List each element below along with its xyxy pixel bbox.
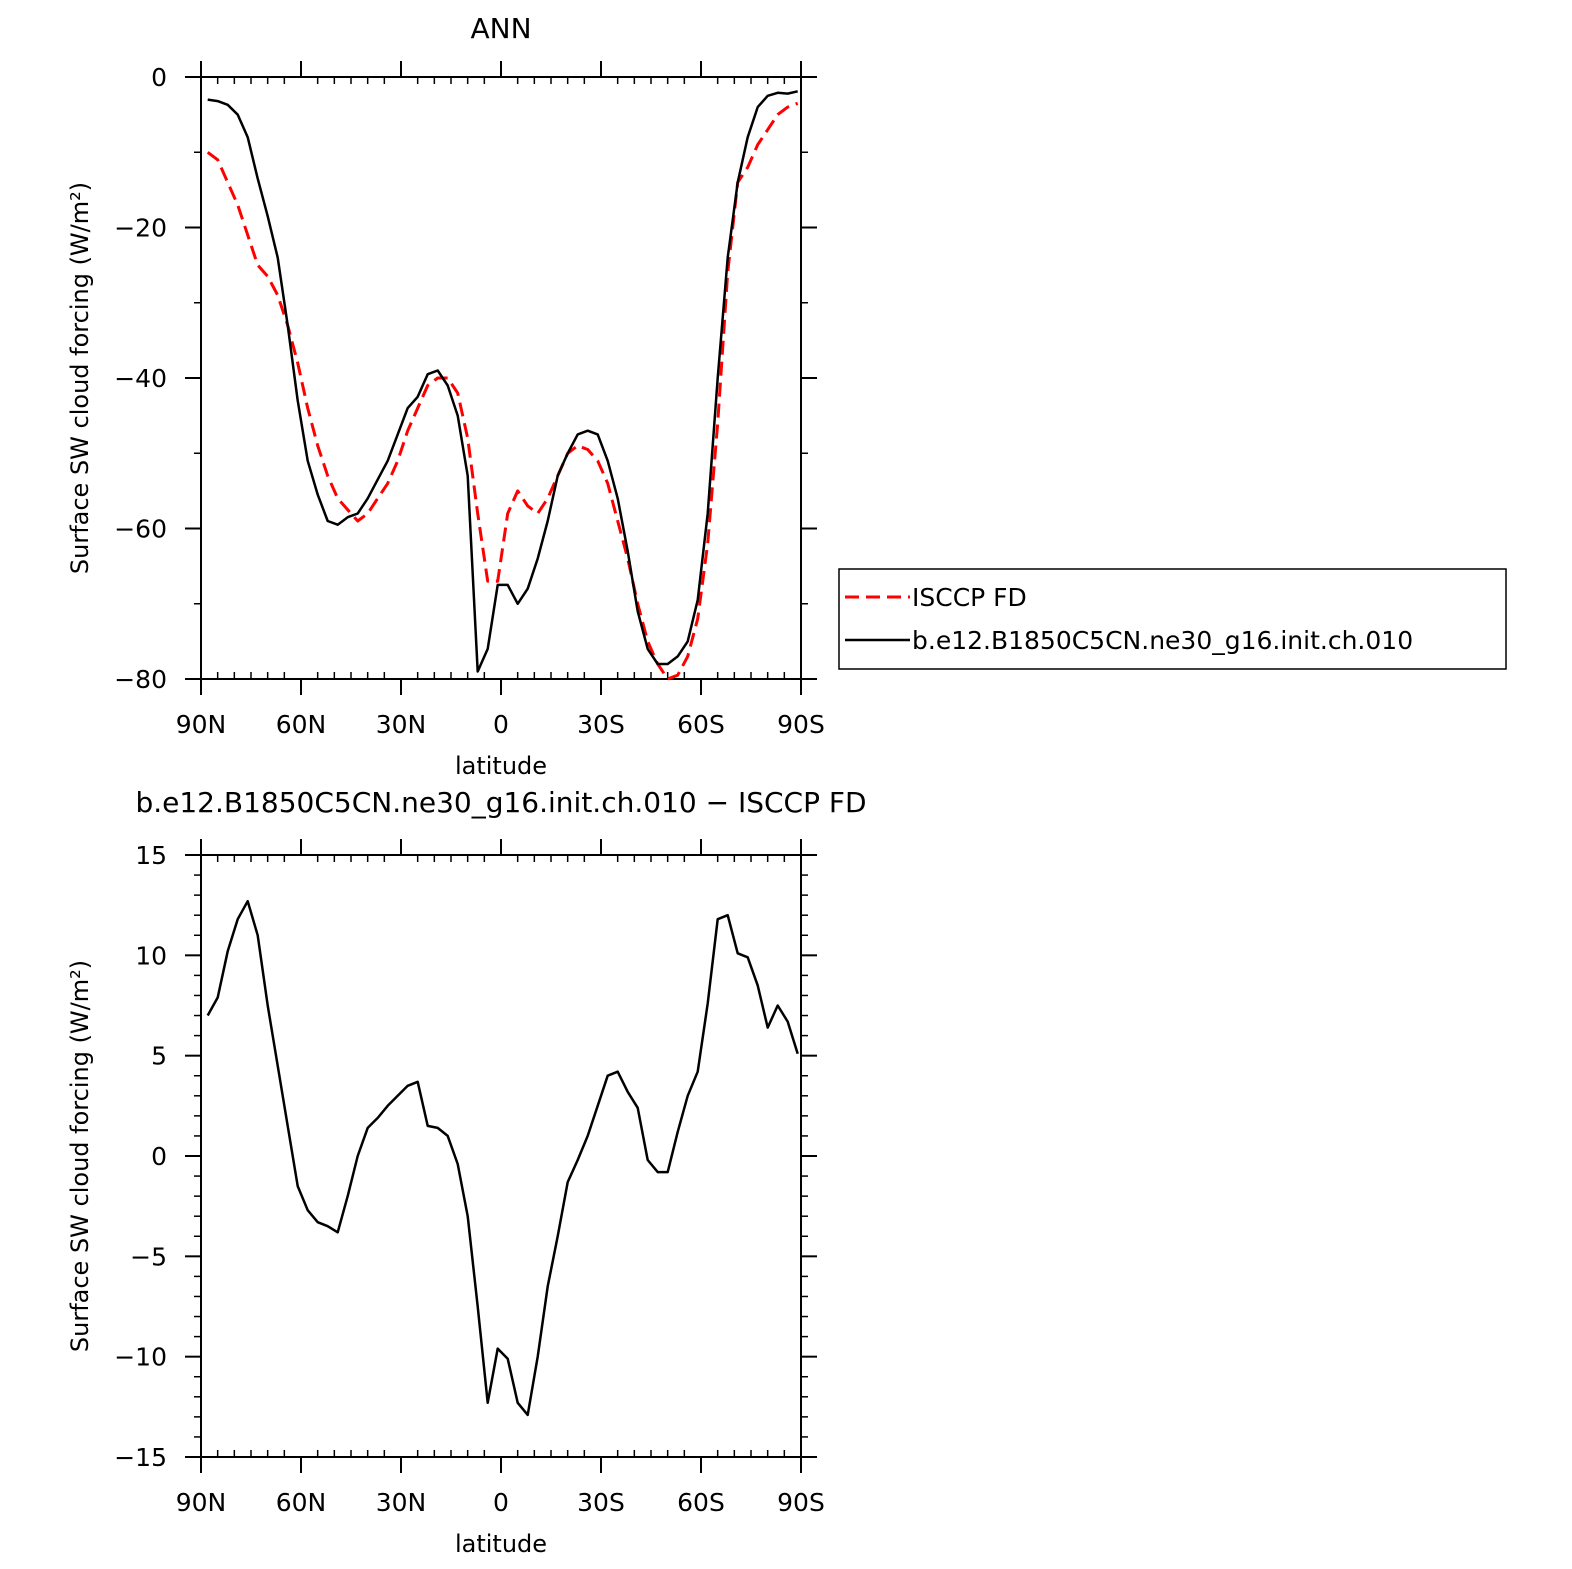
legend-box [838,568,1507,670]
x-tick-label: 90S [777,1488,825,1517]
series-line-1 [206,899,799,1417]
y-tick-label: 5 [151,1042,167,1071]
y-tick-label: −5 [130,1242,167,1271]
top-panel-title: ANN [470,12,531,45]
top-panel-ticks [185,61,817,695]
x-tick-label: 90N [176,710,227,739]
series-line-2 [207,90,798,673]
x-tick-label: 90S [777,710,825,739]
y-tick-label: 0 [151,1142,167,1171]
bottom-panel-y-axis-label: Surface SW cloud forcing (W/m²) [66,960,94,1352]
x-tick-label: 0 [493,1488,509,1517]
x-tick-label: 30N [376,1488,427,1517]
y-tick-label: 15 [135,841,167,870]
y-tick-label: −60 [114,515,167,544]
bottom-panel-series-lines [206,899,799,1417]
y-tick-label: −15 [114,1443,167,1472]
top-panel-x-tick-labels: 90N 60N 30N 0 30S 60S 90S [176,710,825,739]
top-panel-series-lines [206,90,799,681]
x-tick-label: 60S [677,710,725,739]
top-panel: ANN 90N 60N 30N 0 30S 60S 90S 0 −20 −40 −60 −80 la… [66,12,825,780]
x-tick-label: 90N [176,1488,227,1517]
x-tick-label: 60S [677,1488,725,1517]
x-tick-label: 60N [276,1488,327,1517]
y-tick-label: 10 [135,941,167,970]
top-panel-y-axis-label: Surface SW cloud forcing (W/m²) [66,182,94,574]
bottom-panel: b.e12.B1850C5CN.ne30_g16.init.ch.010 − I… [66,786,867,1558]
x-tick-label: 60N [276,710,327,739]
y-tick-label: 0 [151,63,167,92]
y-tick-label: −40 [114,364,167,393]
x-tick-label: 0 [493,710,509,739]
bottom-panel-ticks [185,839,817,1473]
x-tick-label: 30S [577,710,625,739]
bottom-panel-x-axis-label: latitude [455,1530,547,1558]
top-panel-x-axis-label: latitude [455,752,547,780]
bottom-panel-plot-frame [200,854,802,1458]
bottom-panel-title: b.e12.B1850C5CN.ne30_g16.init.ch.010 − I… [135,786,866,819]
bottom-panel-x-tick-labels: 90N 60N 30N 0 30S 60S 90S [176,1488,825,1517]
legend-label-model: b.e12.B1850C5CN.ne30_g16.init.ch.010 [912,626,1413,655]
x-tick-label: 30S [577,1488,625,1517]
legend-label-isccp: ISCCP FD [912,583,1027,612]
x-tick-label: 30N [376,710,427,739]
y-tick-label: −10 [114,1343,167,1372]
legend: ISCCP FD b.e12.B1850C5CN.ne30_g16.init.c… [838,568,1507,670]
top-panel-plot-frame [200,76,802,680]
bottom-panel-y-tick-labels: 15 10 5 0 −5 −10 −15 [114,841,167,1472]
top-panel-y-tick-labels: 0 −20 −40 −60 −80 [114,63,167,694]
y-tick-label: −20 [114,214,167,243]
y-tick-label: −80 [114,665,167,694]
